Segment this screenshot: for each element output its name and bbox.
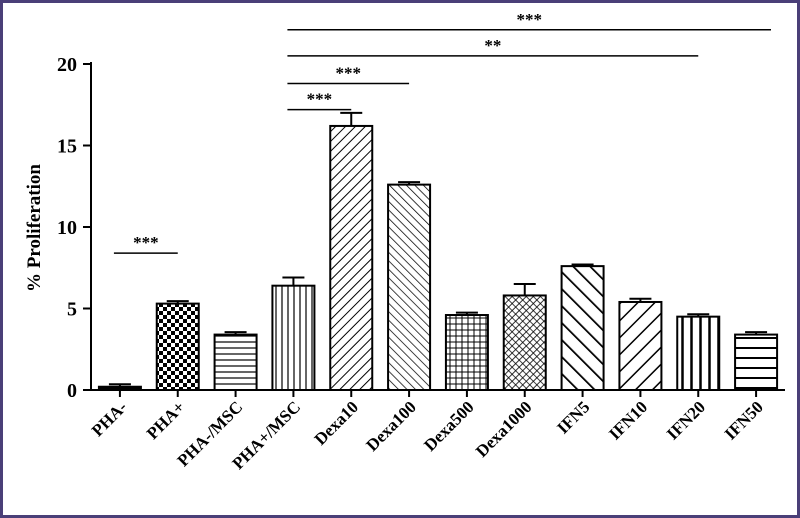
bar <box>387 183 432 391</box>
y-tick-label: 20 <box>57 54 77 76</box>
x-tick-label: PHA- <box>88 397 131 440</box>
x-tick-label: IFN5 <box>553 397 593 437</box>
bars <box>97 111 779 392</box>
significance-label: *** <box>336 64 362 83</box>
bar <box>97 385 142 391</box>
significance-label: *** <box>516 10 542 29</box>
significance-label: ** <box>484 36 501 55</box>
bar <box>444 314 489 391</box>
x-tick-label: PHA+ <box>143 397 189 443</box>
bar <box>560 265 605 391</box>
bar <box>213 333 258 391</box>
y-tick-label: 5 <box>67 299 77 321</box>
bar <box>502 294 547 391</box>
bar <box>155 302 200 391</box>
y-tick-label: 0 <box>67 380 77 402</box>
significance-label: *** <box>133 233 159 252</box>
bar <box>734 333 779 391</box>
y-tick-label: 15 <box>57 136 77 158</box>
y-axis-label: % Proliferation <box>24 164 45 292</box>
x-tick-label: Dexa500 <box>420 397 478 455</box>
x-tick-label: IFN20 <box>663 397 709 443</box>
x-tick-label: IFN50 <box>721 397 767 443</box>
significance-label: *** <box>307 90 333 109</box>
significance-brackets: ************** <box>113 10 771 254</box>
x-tick-label: Dexa100 <box>362 397 420 455</box>
y-tick-label: 10 <box>57 217 77 239</box>
bar <box>618 300 663 392</box>
x-tick-label: Dexa10 <box>311 397 362 448</box>
bar <box>676 315 721 391</box>
x-tick-label: Dexa1000 <box>472 397 536 461</box>
x-tick-label: IFN10 <box>605 397 651 443</box>
bar <box>271 284 316 391</box>
bar <box>329 124 374 391</box>
